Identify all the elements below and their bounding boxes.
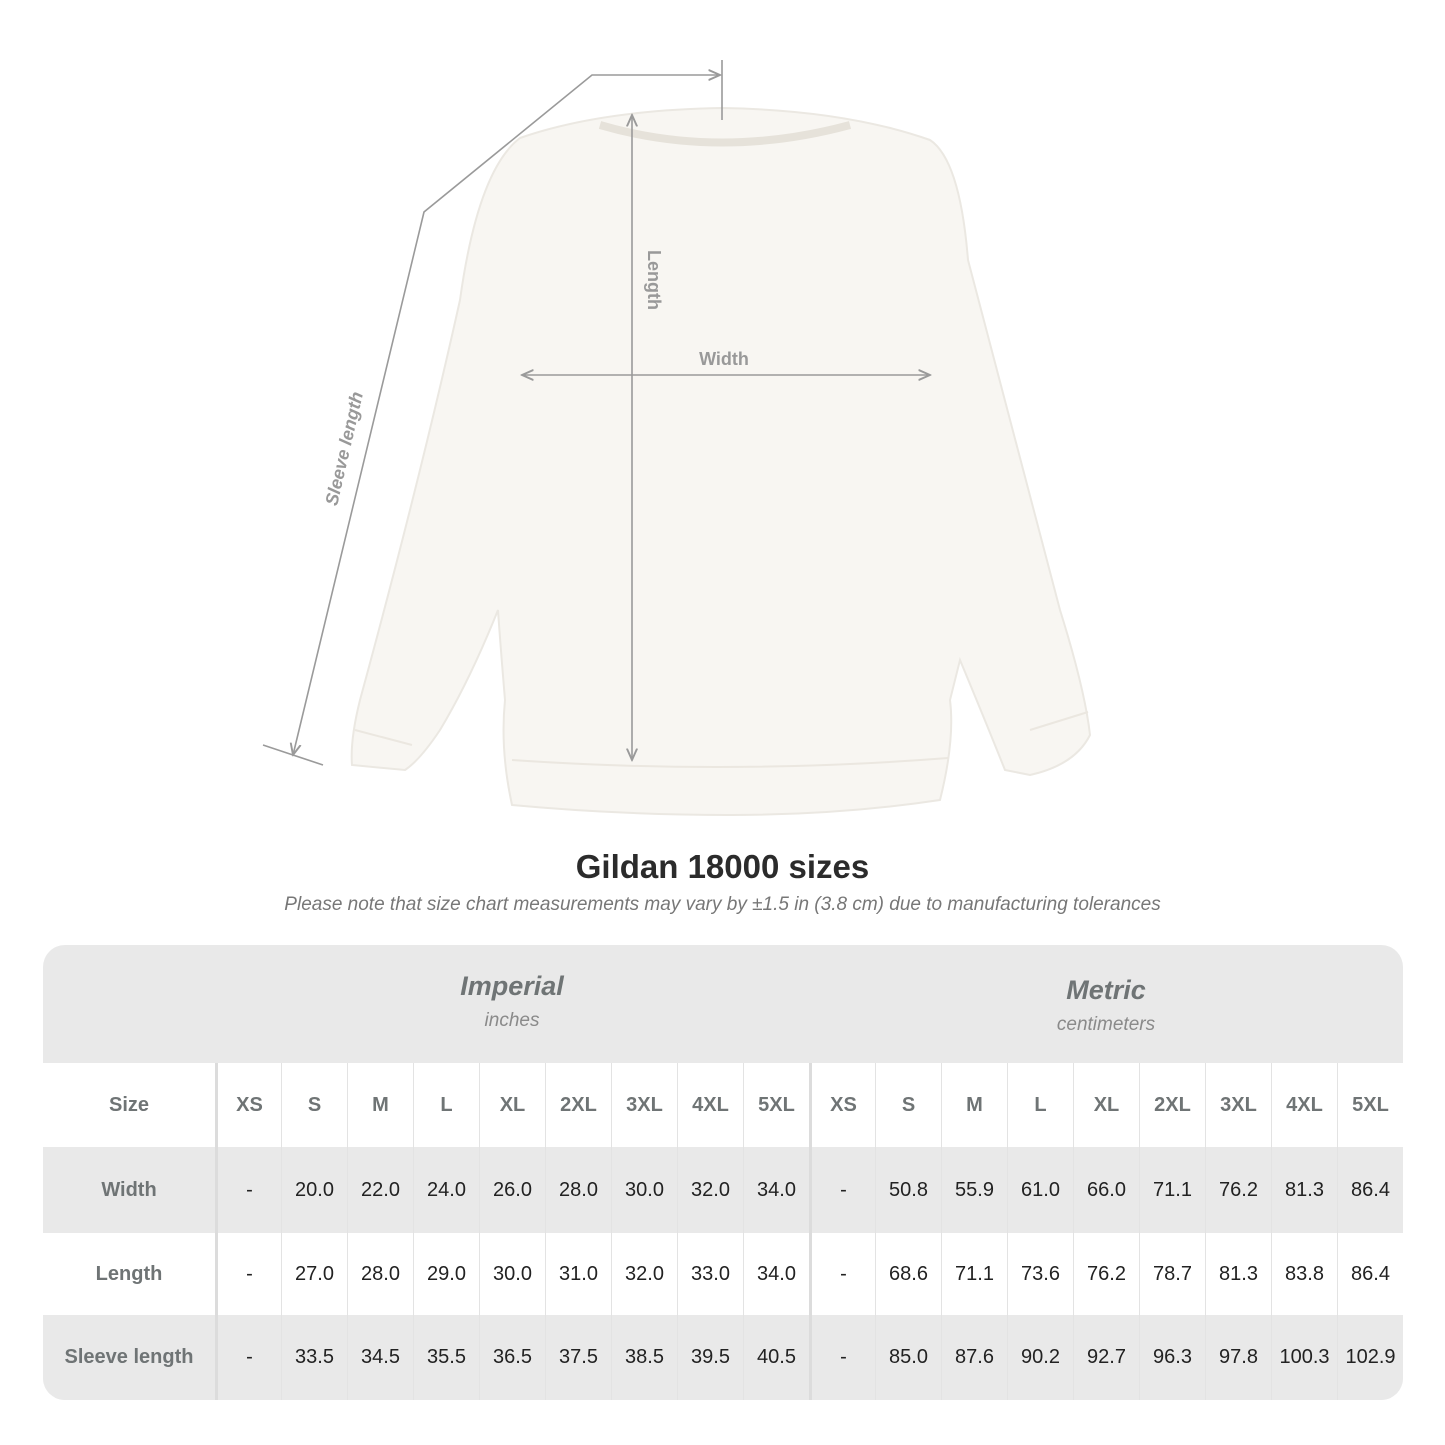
imperial-value-cell: 26.0 xyxy=(479,1147,545,1233)
imperial-value-cell: 20.0 xyxy=(281,1147,347,1233)
metric-value-cell: 68.6 xyxy=(875,1233,941,1315)
metric-header: Metric centimeters xyxy=(809,945,1403,1093)
metric-value-cell: 96.3 xyxy=(1139,1315,1205,1400)
metric-value-cell: 50.8 xyxy=(875,1147,941,1233)
metric-value-cell: 73.6 xyxy=(1007,1233,1073,1315)
imperial-value-cell: 39.5 xyxy=(677,1315,743,1400)
sweatshirt-diagram: Length Width Sleeve length xyxy=(262,60,1092,817)
imperial-value-cell: - xyxy=(215,1147,281,1233)
metric-size-header: 4XL xyxy=(1271,1063,1337,1147)
imperial-value-cell: 32.0 xyxy=(611,1233,677,1315)
table-row: Sleeve length -33.5 34.5 35.5 36.5 37.5 38.5 39… xyxy=(43,1315,1403,1400)
row-label: Width xyxy=(101,1178,157,1201)
imperial-value-cell: 30.0 xyxy=(611,1147,677,1233)
metric-value-cell: 85.0 xyxy=(875,1315,941,1400)
imperial-value-cell: 34.0 xyxy=(743,1233,809,1315)
imperial-value-cell: 35.5 xyxy=(413,1315,479,1400)
imperial-value-cell: 33.5 xyxy=(281,1315,347,1400)
imperial-size-header: XL xyxy=(479,1063,545,1147)
imperial-size-header: S xyxy=(281,1063,347,1147)
metric-size-header: 3XL xyxy=(1205,1063,1271,1147)
metric-value-cell: 71.1 xyxy=(941,1233,1007,1315)
imperial-value-cell: 34.5 xyxy=(347,1315,413,1400)
metric-value-cell: 66.0 xyxy=(1073,1147,1139,1233)
metric-size-header: 2XL xyxy=(1139,1063,1205,1147)
table-row: Width -20.0 22.0 24.0 26.0 28.0 30.0 32.0 34.0-5… xyxy=(43,1147,1403,1233)
imperial-value-cell: - xyxy=(215,1315,281,1400)
imperial-value-cell: 40.5 xyxy=(743,1315,809,1400)
imperial-unit: inches xyxy=(484,1010,540,1031)
imperial-value-cell: 27.0 xyxy=(281,1233,347,1315)
metric-value-cell: 76.2 xyxy=(1073,1233,1139,1315)
metric-value-cell: 102.9 xyxy=(1337,1315,1403,1400)
size-header-row: Size XS S M L XL 2XL 3XL 4XL 5XL XS S M L XL 2XL 3XL 4XL 5… xyxy=(43,1063,1403,1147)
metric-value-cell: 86.4 xyxy=(1337,1147,1403,1233)
length-label: Length xyxy=(644,250,664,310)
metric-value-cell: 78.7 xyxy=(1139,1233,1205,1315)
sleeve-length-label: Sleeve length xyxy=(321,390,367,508)
metric-size-header: L xyxy=(1007,1063,1073,1147)
imperial-value-cell: 36.5 xyxy=(479,1315,545,1400)
imperial-title: Imperial xyxy=(460,971,564,1001)
metric-value-cell: - xyxy=(809,1147,875,1233)
metric-unit: centimeters xyxy=(1056,1014,1156,1035)
metric-value-cell: 61.0 xyxy=(1007,1147,1073,1233)
imperial-size-header: 4XL xyxy=(677,1063,743,1147)
metric-value-cell: 81.3 xyxy=(1271,1147,1337,1233)
metric-size-header: M xyxy=(941,1063,1007,1147)
imperial-size-header: 2XL xyxy=(545,1063,611,1147)
metric-value-cell: 90.2 xyxy=(1007,1315,1073,1400)
metric-size-header: S xyxy=(875,1063,941,1147)
sweatshirt-image xyxy=(350,106,1092,817)
metric-value-cell: 97.8 xyxy=(1205,1315,1271,1400)
metric-value-cell: 86.4 xyxy=(1337,1233,1403,1315)
metric-value-cell: - xyxy=(809,1233,875,1315)
metric-size-header: XL xyxy=(1073,1063,1139,1147)
metric-size-header: 5XL xyxy=(1337,1063,1403,1147)
imperial-size-header: 5XL xyxy=(743,1063,809,1147)
imperial-value-cell: 28.0 xyxy=(347,1233,413,1315)
page-title: Gildan 18000 sizes xyxy=(575,848,870,885)
row-label: Length xyxy=(95,1262,163,1285)
imperial-value-cell: 28.0 xyxy=(545,1147,611,1233)
size-label: Size xyxy=(108,1093,150,1116)
imperial-header: Imperial inches xyxy=(215,945,809,1089)
metric-value-cell: 92.7 xyxy=(1073,1315,1139,1400)
imperial-size-header: L xyxy=(413,1063,479,1147)
metric-title: Metric xyxy=(1066,975,1146,1005)
imperial-value-cell: 29.0 xyxy=(413,1233,479,1315)
imperial-value-cell: 37.5 xyxy=(545,1315,611,1400)
imperial-value-cell: 22.0 xyxy=(347,1147,413,1233)
width-label: Width xyxy=(699,349,749,369)
imperial-value-cell: 33.0 xyxy=(677,1233,743,1315)
imperial-value-cell: 32.0 xyxy=(677,1147,743,1233)
sleeve-length-line xyxy=(293,75,720,755)
metric-value-cell: 76.2 xyxy=(1205,1147,1271,1233)
imperial-value-cell: 34.0 xyxy=(743,1147,809,1233)
metric-value-cell: 71.1 xyxy=(1139,1147,1205,1233)
imperial-size-header: XS xyxy=(215,1063,281,1147)
size-table: Imperial inches Metric centimeters Size X… xyxy=(43,945,1403,1400)
metric-value-cell: 87.6 xyxy=(941,1315,1007,1400)
metric-value-cell: 100.3 xyxy=(1271,1315,1337,1400)
metric-value-cell: 83.8 xyxy=(1271,1233,1337,1315)
imperial-value-cell: 31.0 xyxy=(545,1233,611,1315)
row-label: Sleeve length xyxy=(64,1346,194,1368)
tolerance-note: Please note that size chart measurements… xyxy=(284,894,1161,915)
metric-value-cell: 55.9 xyxy=(941,1147,1007,1233)
metric-value-cell: 81.3 xyxy=(1205,1233,1271,1315)
imperial-size-header: 3XL xyxy=(611,1063,677,1147)
imperial-value-cell: 24.0 xyxy=(413,1147,479,1233)
imperial-value-cell: 30.0 xyxy=(479,1233,545,1315)
imperial-value-cell: 38.5 xyxy=(611,1315,677,1400)
imperial-value-cell: - xyxy=(215,1233,281,1315)
table-row: Length -27.0 28.0 29.0 30.0 31.0 32.0 33.0 34.0-… xyxy=(43,1233,1403,1315)
imperial-size-header: M xyxy=(347,1063,413,1147)
metric-size-header: XS xyxy=(809,1063,875,1147)
metric-value-cell: - xyxy=(809,1315,875,1400)
